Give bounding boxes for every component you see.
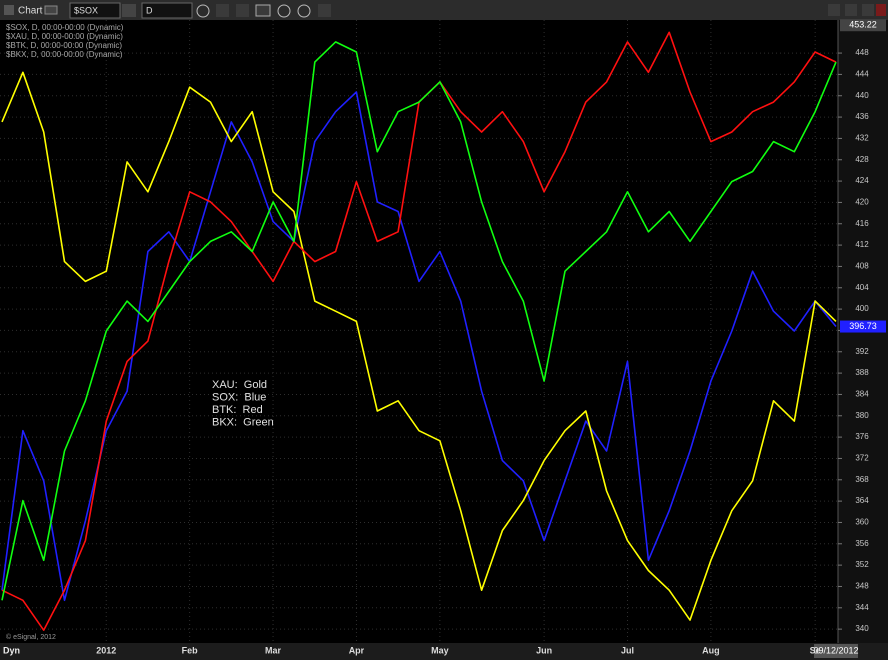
last-value-label: 396.73 (849, 321, 877, 331)
symbol-menu-button[interactable] (122, 4, 136, 17)
y-tick-label: 428 (855, 155, 869, 164)
series-line (1, 41, 837, 601)
y-tick-label: 432 (855, 134, 869, 143)
y-tick-label: 344 (855, 603, 869, 612)
y-tick-label: 444 (855, 70, 869, 79)
y-tick-label: 400 (855, 304, 869, 313)
x-tick-label: Jun (536, 645, 552, 655)
y-tick-label: 384 (855, 390, 869, 399)
y-tick-label: 340 (855, 624, 869, 633)
interval-text: D (146, 5, 153, 15)
interval-input[interactable] (141, 2, 193, 19)
series-line (1, 71, 837, 621)
draw-button[interactable] (216, 4, 229, 17)
tool-button[interactable] (236, 4, 249, 17)
x-axis-bar (0, 643, 888, 660)
y-tick-label: 440 (855, 91, 869, 100)
refresh-button[interactable] (297, 4, 311, 18)
y-tick-label: 368 (855, 475, 869, 484)
y-tick-label: 436 (855, 112, 869, 121)
cursor-date-box (814, 644, 858, 658)
y-tick-label: 348 (855, 582, 869, 591)
mode-label: Dyn (3, 645, 20, 655)
copyright: © eSignal, 2012 (6, 633, 56, 641)
window-icon[interactable] (4, 5, 14, 15)
y-tick-label: 392 (855, 347, 869, 356)
y-tick-label: 356 (855, 539, 869, 548)
x-tick-label: Feb (182, 645, 199, 655)
annotation: XAU: Gold (212, 379, 267, 391)
y-tick-label: 448 (855, 48, 869, 57)
window-button[interactable] (255, 4, 271, 17)
x-tick-label: Mar (265, 645, 282, 655)
legend-entry: $XAU, D, 00:00-00:00 (Dynamic) (6, 32, 123, 41)
window-title: Chart (18, 6, 43, 17)
restore-button[interactable] (862, 4, 874, 16)
x-tick-label: Apr (349, 645, 365, 655)
close-button[interactable] (876, 4, 886, 16)
y-tick-label: 352 (855, 560, 869, 569)
y-tick-label: 424 (855, 176, 869, 185)
symbol-text: $SOX (74, 5, 98, 15)
y-tick-label: 364 (855, 496, 869, 505)
y-tick-label: 420 (855, 198, 869, 207)
minimize-button[interactable] (828, 4, 840, 16)
play-button[interactable] (277, 4, 291, 18)
y-tick-label: 412 (855, 240, 869, 249)
link-tool-button[interactable] (318, 4, 331, 17)
link-button[interactable] (44, 5, 58, 15)
y-tick-label: 404 (855, 283, 869, 292)
y-tick-label: 408 (855, 262, 869, 271)
symbol-input[interactable] (69, 2, 121, 19)
y-tick-label: 372 (855, 454, 869, 463)
y-tick-label: 416 (855, 219, 869, 228)
x-tick-label: Jul (621, 645, 634, 655)
series-line (1, 91, 837, 602)
maximize-button[interactable] (845, 4, 857, 16)
y-tick-label: 388 (855, 368, 869, 377)
legend-entry: $SOX, D, 00:00-00:00 (Dynamic) (6, 23, 124, 32)
y-tick-label: 380 (855, 411, 869, 420)
x-tick-label: 2012 (96, 645, 116, 655)
x-tick-label: Se (810, 645, 821, 655)
cursor-date: 09/12/2012 (813, 645, 858, 655)
clock-button[interactable] (196, 4, 210, 18)
y-tick-label: 360 (855, 518, 869, 527)
annotation: SOX: Blue (212, 391, 266, 403)
annotation: BKX: Green (212, 416, 274, 428)
legend-entry: $BKX, D, 00:00-00:00 (Dynamic) (6, 50, 123, 59)
last-value-tag (840, 320, 886, 333)
last-value-tag (840, 19, 886, 32)
y-tick-label: 376 (855, 432, 869, 441)
annotation: BTK: Red (212, 404, 263, 416)
legend-entry: $BTK, D, 00:00-00:00 (Dynamic) (6, 41, 122, 50)
x-tick-label: Aug (702, 645, 720, 655)
x-tick-label: May (431, 645, 449, 655)
last-value-label: 453.22 (849, 20, 877, 30)
plot-area: 340 344 348 352 356 360 364 368 372 376 380 384 388 3… (0, 19, 888, 643)
